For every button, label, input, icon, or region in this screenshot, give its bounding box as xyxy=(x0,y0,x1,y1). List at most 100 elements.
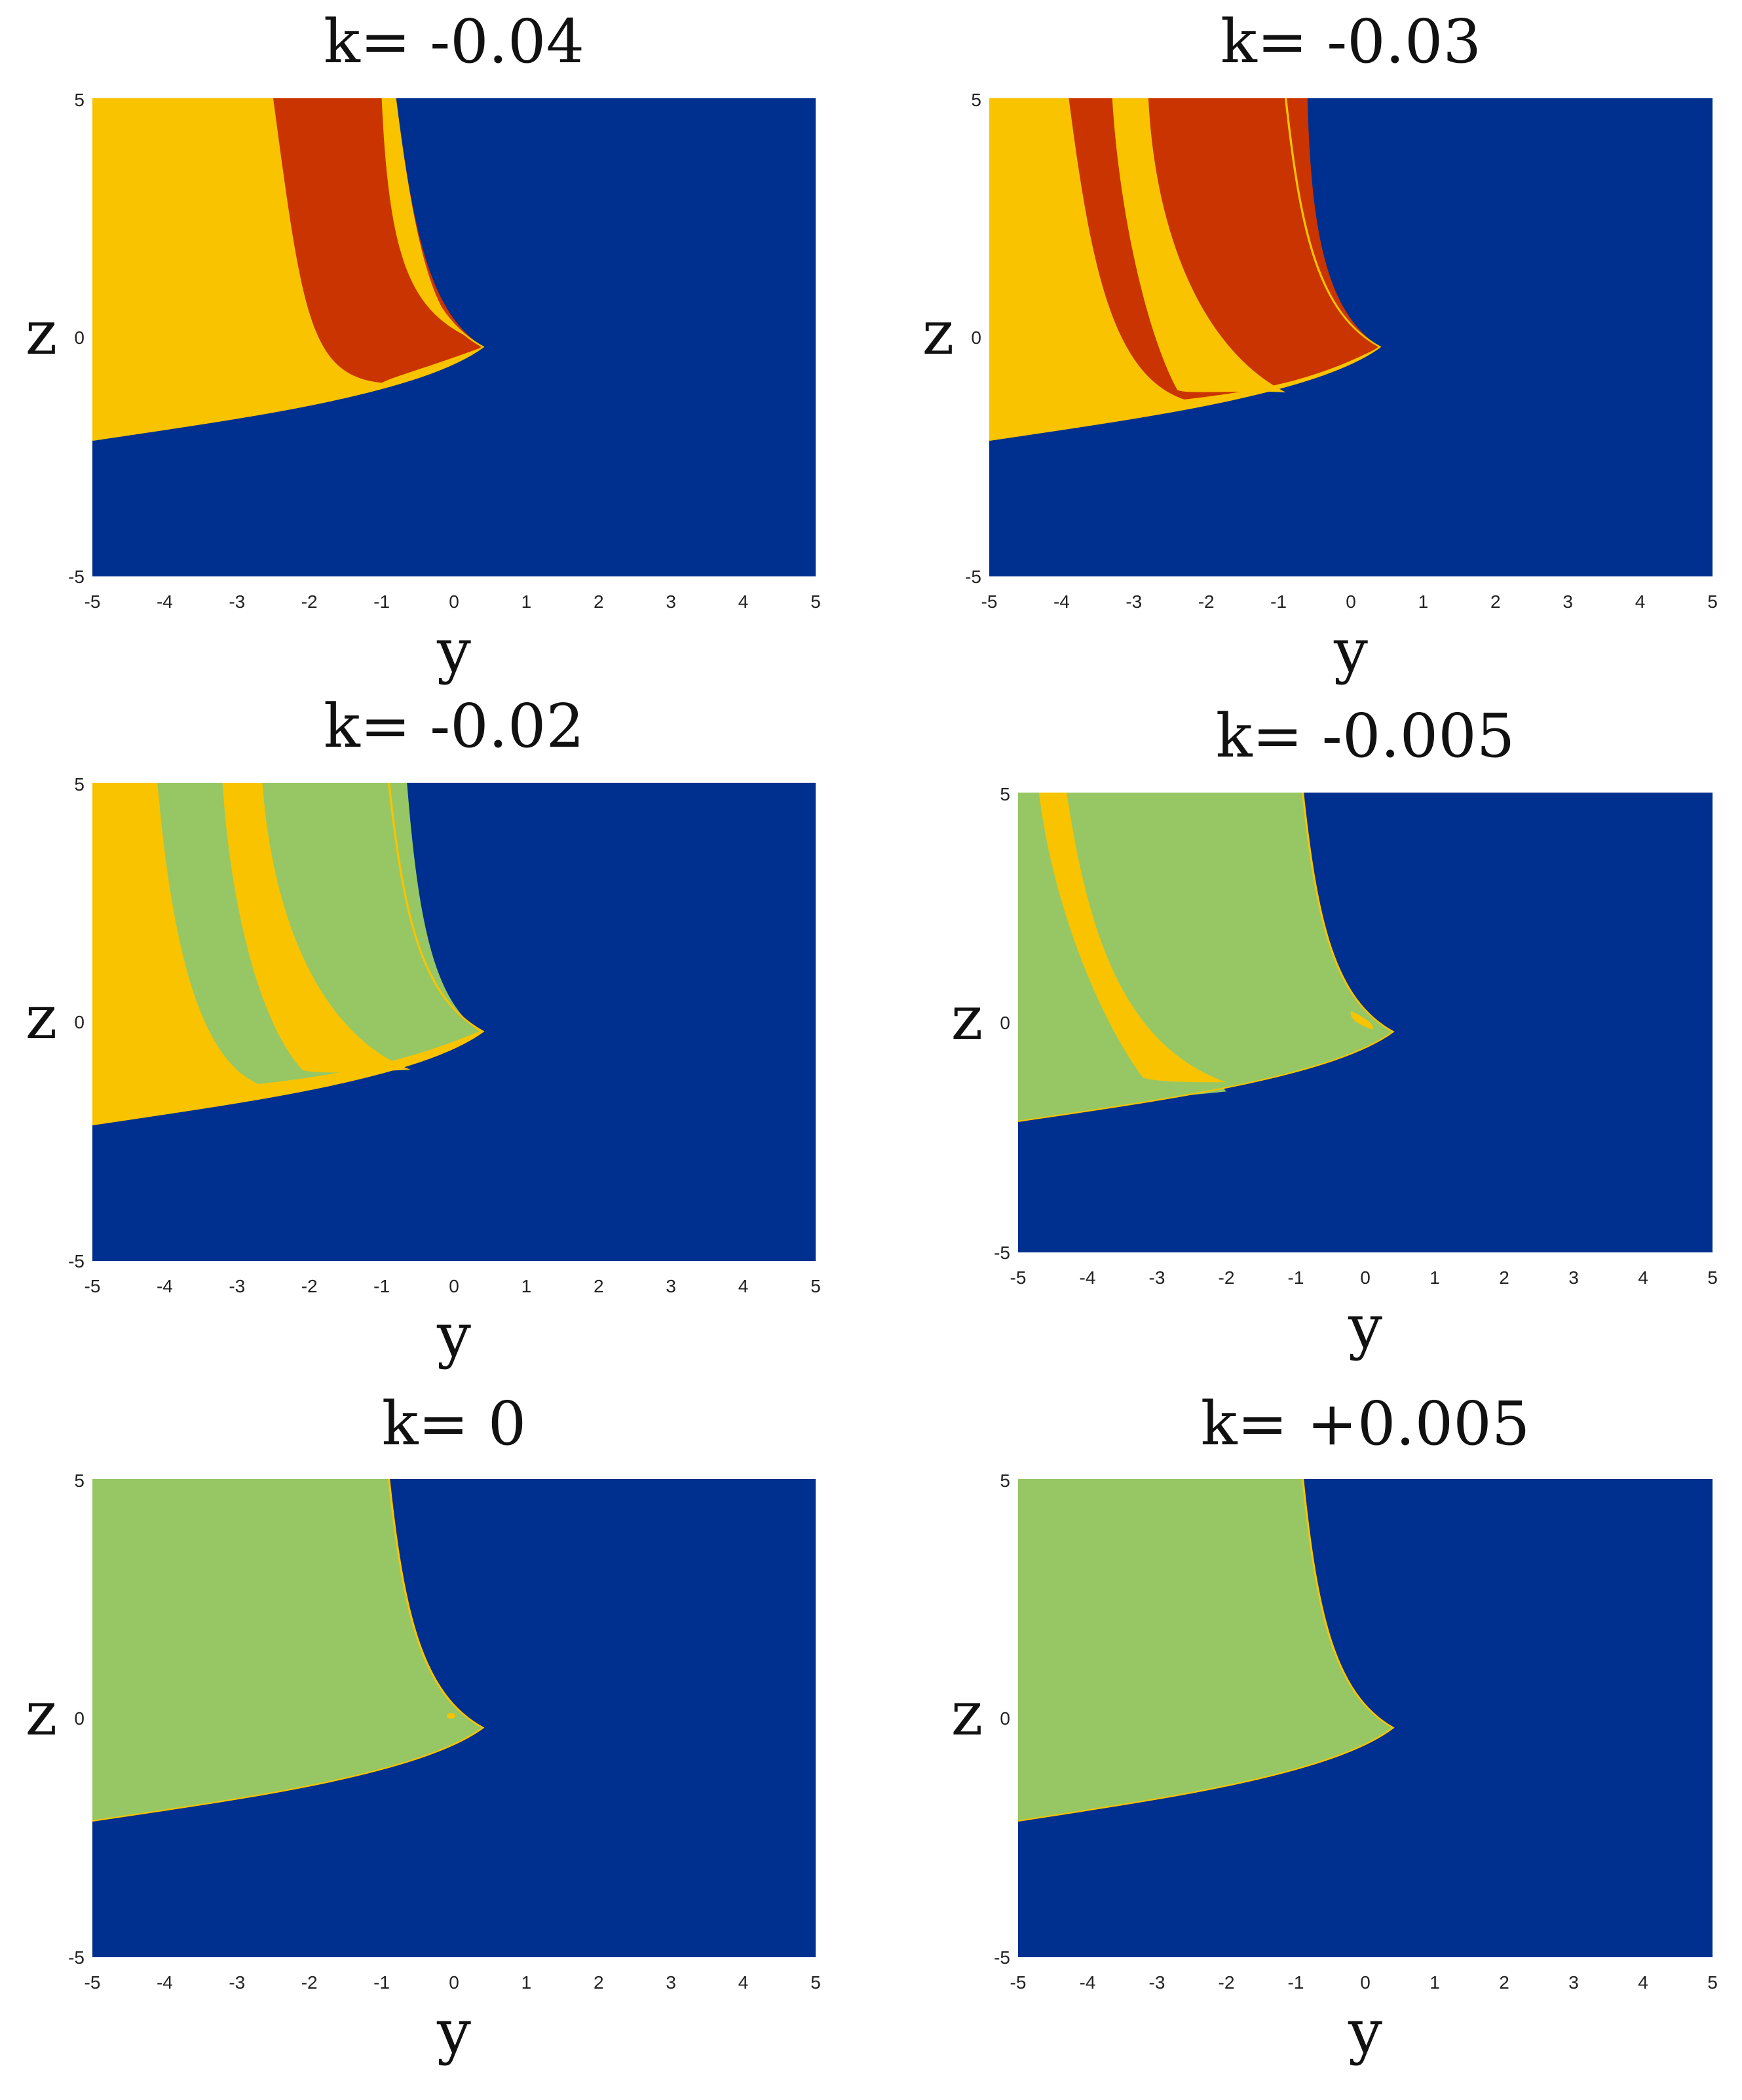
x-tick-label: 1 xyxy=(1418,591,1429,612)
x-tick-label: 1 xyxy=(521,1276,532,1296)
y-axis-label: z xyxy=(951,1679,983,1749)
x-tick-label: 5 xyxy=(1707,591,1718,612)
x-tick-label: 4 xyxy=(738,1276,749,1296)
basin-boundary xyxy=(1018,793,1395,1122)
basin-boundary xyxy=(989,98,1382,441)
x-tick-label: -4 xyxy=(1053,591,1070,612)
x-tick-label: -1 xyxy=(373,1276,390,1296)
basin-boundary xyxy=(92,1479,485,1822)
y-tick-label: -5 xyxy=(68,1947,85,1968)
x-tick-label: -2 xyxy=(1219,1972,1235,1993)
x-tick-label: -5 xyxy=(981,591,998,612)
y-tick-label: -5 xyxy=(994,1947,1010,1968)
x-tick-label: 0 xyxy=(449,591,459,612)
panel-6: k= +0.005 -5 -4 -3 -2 -1 0 1 2 3 4 5 5 0 -5 y z xyxy=(951,1389,1718,2067)
x-tick-label: 2 xyxy=(594,1276,604,1296)
x-axis-label: y xyxy=(1333,616,1368,686)
x-tick-label: 3 xyxy=(666,1276,676,1296)
x-tick-label: 2 xyxy=(594,1972,604,1993)
x-tick-label: -5 xyxy=(1010,1267,1027,1288)
x-tick-label: -1 xyxy=(1288,1972,1304,1993)
x-tick-label: 5 xyxy=(1707,1267,1718,1288)
basin-region-green xyxy=(1018,1479,1393,1821)
y-tick-label: 5 xyxy=(74,90,85,110)
x-tick-label: 4 xyxy=(1638,1267,1648,1288)
x-tick-label: 1 xyxy=(1430,1267,1440,1288)
x-tick-label: -3 xyxy=(1126,591,1142,612)
x-tick-label: -4 xyxy=(157,591,173,612)
y-tick-label: 5 xyxy=(1000,784,1010,804)
y-tick-label: 0 xyxy=(74,1012,85,1032)
basin-boundary xyxy=(1018,1479,1395,1822)
x-tick-label: -4 xyxy=(1080,1267,1096,1288)
panel-title: k= -0.02 xyxy=(324,691,584,761)
x-tick-label: -2 xyxy=(1198,591,1215,612)
x-tick-label: -5 xyxy=(85,1276,101,1296)
y-axis-label: z xyxy=(922,298,954,368)
y-tick-label: -5 xyxy=(68,1251,85,1271)
panel-title: k= -0.04 xyxy=(324,7,584,77)
panel-2: k= -0.03 -5 -4 -3 -2 -1 0 1 2 3 4 5 5 0 -5 y z xyxy=(922,7,1718,686)
panel-1: k= -0.04 -5 -4 -3 -2 -1 0 1 2 3 4 5 5 0 -5 y z xyxy=(26,7,821,686)
y-axis-label: z xyxy=(951,983,983,1053)
panel-title: k= 0 xyxy=(382,1389,527,1459)
x-tick-label: 4 xyxy=(1635,591,1646,612)
x-tick-label: -1 xyxy=(373,591,390,612)
x-tick-label: -1 xyxy=(373,1972,390,1993)
basin-region-green xyxy=(92,1479,483,1821)
y-tick-label: 0 xyxy=(1000,1013,1010,1033)
basin-band-yellow xyxy=(1112,98,1286,392)
x-axis-label: y xyxy=(436,1300,471,1370)
x-tick-label: 5 xyxy=(810,1972,821,1993)
x-tick-label: 1 xyxy=(521,591,532,612)
x-tick-label: -3 xyxy=(229,1276,245,1296)
x-axis-label: y xyxy=(436,616,471,686)
x-tick-label: 0 xyxy=(1346,591,1356,612)
y-tick-label: -5 xyxy=(994,1243,1010,1263)
basin-band-green xyxy=(421,974,465,1029)
x-tick-label: 2 xyxy=(1499,1972,1509,1993)
x-tick-label: -4 xyxy=(157,1972,173,1993)
basin-band-yellow xyxy=(446,1712,456,1719)
y-tick-label: 5 xyxy=(971,90,981,110)
y-tick-label: 0 xyxy=(74,1708,85,1729)
x-tick-label: 5 xyxy=(810,591,821,612)
x-tick-label: 3 xyxy=(1568,1972,1579,1993)
x-tick-label: 2 xyxy=(594,591,604,612)
panel-title: k= +0.005 xyxy=(1201,1389,1530,1459)
x-tick-label: 1 xyxy=(1430,1972,1440,1993)
y-tick-label: 0 xyxy=(971,328,981,348)
x-tick-label: 4 xyxy=(738,1972,749,1993)
basin-boundary xyxy=(92,783,485,1126)
panel-4: k= -0.005 -5 -4 -3 -2 -1 0 1 2 3 4 5 5 0 -5 y z xyxy=(951,701,1718,1362)
x-tick-label: -2 xyxy=(301,591,318,612)
x-tick-label: -2 xyxy=(301,1276,318,1296)
x-tick-label: -5 xyxy=(85,591,101,612)
basin-band-yellow xyxy=(1350,1011,1373,1030)
x-tick-label: 4 xyxy=(738,591,749,612)
x-tick-label: 0 xyxy=(1360,1972,1371,1993)
panel-title: k= -0.03 xyxy=(1221,7,1481,77)
x-tick-label: 5 xyxy=(1707,1972,1718,1993)
basin-boundary xyxy=(92,98,485,441)
y-tick-label: 5 xyxy=(74,1471,85,1491)
x-tick-label: -3 xyxy=(229,591,245,612)
x-tick-label: -3 xyxy=(1149,1972,1165,1993)
basin-band-red xyxy=(1307,242,1366,345)
basin-band-red xyxy=(273,98,483,383)
x-tick-label: -2 xyxy=(1219,1267,1235,1288)
x-tick-label: -3 xyxy=(1149,1267,1165,1288)
y-tick-label: 0 xyxy=(74,328,85,348)
x-tick-label: -5 xyxy=(85,1972,101,1993)
basin-region-green xyxy=(1018,793,1393,1121)
y-axis-label: z xyxy=(26,298,57,368)
x-tick-label: 5 xyxy=(810,1276,821,1296)
y-axis-label: z xyxy=(26,983,57,1053)
y-tick-label: 0 xyxy=(1000,1708,1010,1729)
x-tick-label: 3 xyxy=(1568,1267,1579,1288)
basin-band-yellow xyxy=(381,98,469,337)
x-tick-label: -3 xyxy=(229,1972,245,1993)
x-tick-label: 3 xyxy=(666,591,676,612)
y-tick-label: -5 xyxy=(965,567,981,587)
